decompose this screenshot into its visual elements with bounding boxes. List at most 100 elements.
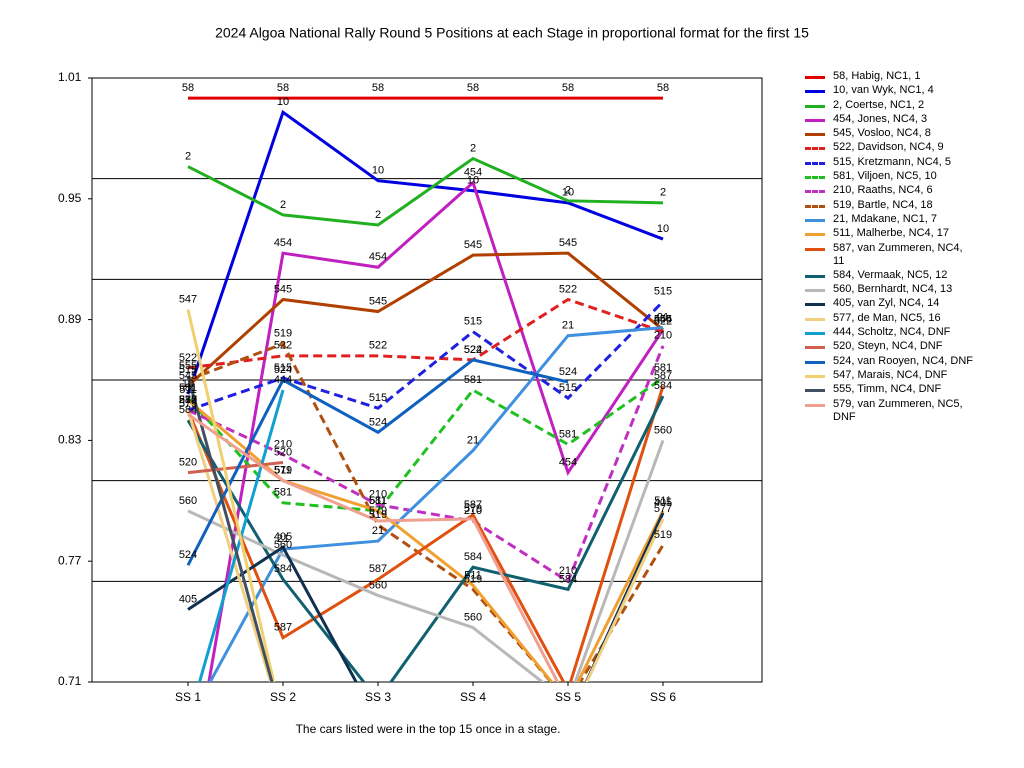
point-label: 21	[467, 434, 479, 446]
point-label: 210	[369, 489, 387, 501]
legend-item: 454, Jones, NC4, 3	[805, 113, 975, 126]
point-label: 515	[654, 285, 672, 297]
legend-swatch	[805, 247, 825, 251]
series-line	[186, 309, 276, 682]
point-label: 10	[277, 96, 289, 108]
legend-item: 579, van Zummeren, NC5, DNF	[805, 398, 975, 424]
point-label: 58	[182, 82, 194, 94]
legend-item: 58, Habig, NC1, 1	[805, 70, 975, 83]
point-label: 522	[654, 316, 672, 328]
point-label: 2	[280, 199, 286, 211]
point-label: 454	[654, 314, 672, 326]
legend-swatch	[805, 317, 825, 321]
point-label: 579	[369, 505, 387, 517]
point-label: 587	[274, 622, 292, 634]
point-label: 511	[654, 495, 672, 507]
point-label: 581	[464, 374, 482, 386]
series-line	[187, 461, 284, 475]
point-label: 577	[654, 503, 672, 515]
point-label: 210	[179, 394, 197, 406]
point-label: 519	[464, 573, 482, 585]
legend-label: 21, Mdakane, NC1, 7	[833, 212, 937, 225]
point-label: 520	[274, 446, 292, 458]
x-tick-label: SS 6	[650, 690, 676, 704]
point-label: 587	[654, 370, 672, 382]
point-label: 10	[657, 223, 669, 235]
point-label: 511	[179, 384, 197, 396]
legend-swatch	[805, 104, 825, 108]
series-line	[186, 376, 664, 513]
legend-label: 454, Jones, NC4, 3	[833, 112, 928, 125]
grid	[92, 178, 762, 582]
point-label: 584	[179, 404, 197, 416]
legend-swatch	[805, 374, 825, 378]
legend-swatch	[805, 176, 825, 180]
legend-item: 584, Vermaak, NC5, 12	[805, 269, 975, 282]
point-label: 524	[464, 344, 482, 356]
series-line	[187, 156, 664, 227]
point-label: 579	[274, 465, 292, 477]
x-tick-label: SS 3	[365, 690, 391, 704]
legend-item: 577, de Man, NC5, 16	[805, 312, 975, 325]
y-tick-label: 0.71	[58, 674, 82, 688]
legend-label: 58, Habig, NC1, 1	[833, 70, 921, 82]
legend-swatch	[805, 118, 825, 122]
legend-label: 511, Malherbe, NC4, 17	[833, 227, 949, 240]
point-label: 515	[369, 392, 387, 404]
point-label: 581	[559, 428, 577, 440]
point-label: 444	[274, 374, 292, 386]
point-label: 587	[369, 563, 387, 575]
legend-label: 560, Bernhardt, NC4, 13	[833, 283, 953, 296]
legend-label: 522, Davidson, NC4, 9	[833, 141, 944, 154]
legend-label: 555, Timm, NC4, DNF	[833, 383, 942, 396]
y-tick-label: 0.89	[58, 312, 82, 326]
legend-label: 10, van Wyk, NC1, 4	[833, 84, 934, 97]
point-label: 581	[369, 495, 387, 507]
point-label: 587	[179, 394, 197, 406]
axes: 1.01 0.95 0.89 0.83 0.77 0.71 SS 1 SS 2 SS 3 SS 4…	[58, 70, 676, 704]
point-label: 210	[274, 438, 292, 450]
legend-item: 581, Viljoen, NC5, 10	[805, 170, 975, 183]
point-label: 560	[464, 612, 482, 624]
series-line	[186, 251, 664, 388]
legend-swatch	[805, 346, 825, 350]
legend-swatch	[805, 218, 825, 222]
point-label: 545	[464, 239, 482, 251]
point-label: 545	[274, 283, 292, 295]
point-label: 454	[369, 251, 387, 263]
x-tick-label: SS 5	[555, 690, 581, 704]
legend-label: 524, van Rooyen, NC4, DNF	[833, 354, 974, 367]
point-label: 545	[559, 237, 577, 249]
point-label: 579	[179, 398, 197, 410]
point-label: 560	[274, 539, 292, 551]
legend-label: 2, Coertse, NC1, 2	[833, 98, 925, 111]
point-label: 545	[179, 370, 197, 382]
legend-item: 587, van Zummeren, NC4, 11	[805, 242, 975, 268]
point-label: 524	[369, 416, 387, 428]
series-lines	[186, 96, 665, 682]
legend-label: 547, Marais, NC4, DNF	[833, 368, 948, 381]
series-line	[187, 300, 665, 412]
series-line	[186, 109, 664, 395]
point-label: 545	[369, 295, 387, 307]
point-label: 584	[464, 551, 482, 563]
legend-item: 560, Bernhardt, NC4, 13	[805, 283, 975, 296]
point-label: 584	[274, 563, 292, 575]
series-line	[208, 326, 664, 682]
legend-item: 545, Vosloo, NC4, 8	[805, 127, 975, 140]
point-label: 21	[657, 312, 669, 324]
legend-swatch	[805, 204, 825, 208]
legend-item: 10, van Wyk, NC1, 4	[805, 84, 975, 97]
point-label: 454	[464, 167, 482, 179]
series-line	[186, 385, 665, 682]
legend-swatch	[805, 133, 825, 137]
point-label: 581	[654, 362, 672, 374]
legend-swatch	[805, 274, 825, 278]
point-label: 584	[559, 573, 577, 585]
legend-label: 577, de Man, NC5, 16	[833, 311, 941, 324]
legend-label: 587, van Zummeren, NC4, 11	[833, 241, 963, 267]
legend-swatch	[805, 147, 825, 151]
footnote: The cars listed were in the top 15 once …	[296, 722, 561, 736]
legend-item: 520, Steyn, NC4, DNF	[805, 340, 975, 353]
